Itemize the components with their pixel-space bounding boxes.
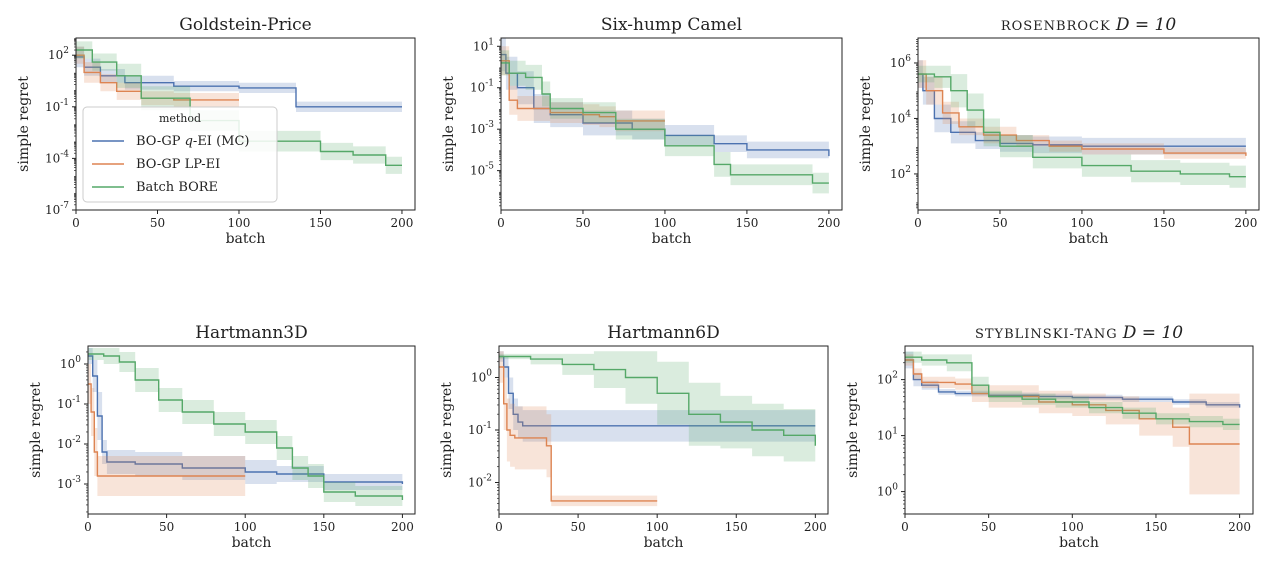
legend-entry-bo-gp-lpei: BO-GP LP-EI [136,157,220,172]
x-tick-label: 200 [817,216,840,230]
plot-area [499,351,815,506]
x-tick-label: 50 [159,520,174,534]
plot-area [501,38,829,193]
y-tick-label: 10-1 [468,421,492,437]
x-tick-label: 100 [234,520,257,534]
x-tick-label: 200 [1234,216,1257,230]
x-tick-label: 0 [495,520,503,534]
panel-six-hump-camel: 0 50 100 150 200 101 10-1 10-3 10-5 Six-hump Came… [441,15,842,247]
y-tick-label: 101 [877,427,898,443]
x-tick-label: 150 [1152,216,1175,230]
x-tick-label: 150 [312,520,335,534]
x-tick-label: 50 [150,216,165,230]
x-tick-label: 200 [391,520,414,534]
x-tick-label: 0 [914,216,922,230]
x-tick-label: 0 [901,520,909,534]
x-tick-label: 150 [309,216,332,230]
plot-area [918,60,1246,188]
y-tick-label: 101 [473,37,494,53]
y-tick-label: 10-1 [470,79,494,95]
x-axis-label: batch [1059,535,1099,551]
chart-panels: 0 50 100 150 200 102 10-1 10-4 10-7 Goldstein-Pri… [16,15,1259,551]
chart-title: Hartmann6D [607,323,720,343]
y-tick-label: 100 [877,483,898,499]
x-tick-label: 100 [653,216,676,230]
y-tick-label: 10-7 [45,201,69,217]
chart-title: STYBLINSKI-TANG D = 10 [975,323,1183,343]
x-tick-label: 50 [992,216,1007,230]
y-tick-label: 104 [890,109,911,125]
x-tick-label: 150 [735,216,758,230]
legend-entry-bo-gp-qei: BO-GP q-EI (MC) [136,134,249,149]
x-tick-label: 100 [646,520,669,534]
y-tick-label: 100 [60,355,81,371]
y-axis-label: simple regret [858,76,874,172]
x-tick-label: 100 [228,216,251,230]
y-axis-label: simple regret [16,76,32,172]
x-tick-label: 150 [1145,520,1168,534]
y-axis-label: simple regret [439,382,455,478]
x-axis-label: batch [652,231,692,247]
plot-area [905,352,1240,495]
panel-rosenbrock-d-10: 0 50 100 150 200 106 104 102 ROSENBROCK D = 10 ba… [858,15,1259,247]
y-tick-label: 10-4 [45,149,69,165]
y-tick-label: 10-3 [470,120,494,136]
x-tick-label: 100 [1061,520,1084,534]
y-tick-label: 106 [890,54,911,70]
y-tick-label: 10-3 [57,475,81,491]
y-tick-label: 102 [48,46,69,62]
panel-hartmann3d: 0 50 100 150 200 100 10-1 10-2 10-3 Hartmann3D bat… [28,323,415,551]
x-tick-label: 50 [575,216,590,230]
y-tick-label: 102 [877,371,898,387]
y-tick-label: 102 [890,165,911,181]
x-tick-label: 50 [981,520,996,534]
legend-title: method [159,112,201,125]
x-axis-label: batch [1069,231,1109,247]
y-tick-label: 10-5 [470,162,494,178]
x-tick-label: 50 [570,520,585,534]
x-tick-label: 200 [1228,520,1251,534]
y-axis-label: simple regret [845,382,861,478]
x-tick-label: 200 [804,520,827,534]
x-axis-label: batch [644,535,684,551]
y-tick-label: 10-2 [57,435,81,451]
figure: 0 50 100 150 200 102 10-1 10-4 10-7 Goldstein-Pri… [0,0,1286,571]
x-tick-label: 150 [725,520,748,534]
x-axis-label: batch [226,231,266,247]
y-axis-label: simple regret [28,382,44,478]
plot-area [88,348,402,510]
x-tick-label: 100 [1070,216,1093,230]
legend: method BO-GP q-EI (MC) BO-GP LP-EI Batch… [83,107,277,202]
legend-entry-batch-bore: Batch BORE [136,180,218,195]
x-tick-label: 200 [391,216,414,230]
x-axis-label: batch [232,535,272,551]
y-tick-label: 100 [471,369,492,385]
y-tick-label: 10-2 [468,474,492,490]
panel-styblinski-tang-d-10: 0 50 100 150 200 102 101 100 STYBLINSKI-TANG D =… [845,323,1253,551]
y-axis-label: simple regret [441,76,457,172]
x-tick-label: 0 [497,216,505,230]
chart-title: Hartmann3D [195,323,308,343]
x-tick-label: 0 [72,216,80,230]
panel-hartmann6d: 0 50 100 150 200 100 10-1 10-2 Hartmann6D batch si… [439,323,828,551]
chart-title: Six-hump Camel [601,15,742,35]
x-tick-label: 0 [84,520,92,534]
y-tick-label: 10-1 [45,98,69,114]
chart-title: ROSENBROCK D = 10 [1001,15,1177,35]
y-tick-label: 10-1 [57,395,81,411]
chart-title: Goldstein-Price [179,15,311,35]
